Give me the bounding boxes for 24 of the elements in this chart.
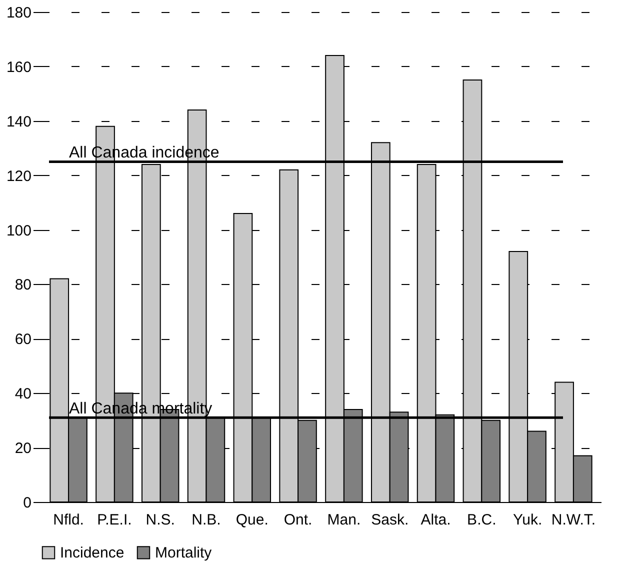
x-tick-label: N.B. <box>192 512 221 528</box>
x-tick-label: N.S. <box>146 512 175 528</box>
y-tick-label: 120 <box>6 168 32 185</box>
y-tick-label: 60 <box>14 331 32 348</box>
y-tick-label: 20 <box>14 440 32 458</box>
x-tick-label: P.E.I. <box>97 512 132 528</box>
x-tick-label: B.C. <box>467 512 496 528</box>
x-tick-label: Man. <box>327 512 361 528</box>
y-tick-label: 140 <box>6 113 32 130</box>
legend-label: Mortality <box>155 544 212 562</box>
y-tick-label: 40 <box>14 386 32 403</box>
x-tick-label: Yuk. <box>512 512 542 528</box>
x-tick-label: Sask. <box>371 512 409 528</box>
y-tick-label: 180 <box>6 4 32 22</box>
x-tick-label: Nfld. <box>53 512 84 528</box>
x-tick-label: Alta. <box>420 512 451 528</box>
y-tick-label: 0 <box>23 494 32 512</box>
legend-label: Incidence <box>60 544 124 562</box>
x-tick-label: N.W.T. <box>551 512 596 528</box>
x-tick-label: Ont. <box>284 512 312 528</box>
x-tick-label: Que. <box>236 512 268 528</box>
y-tick-label: 80 <box>14 276 32 294</box>
y-tick-label: 160 <box>6 58 32 76</box>
y-tick-label: 100 <box>6 222 32 240</box>
